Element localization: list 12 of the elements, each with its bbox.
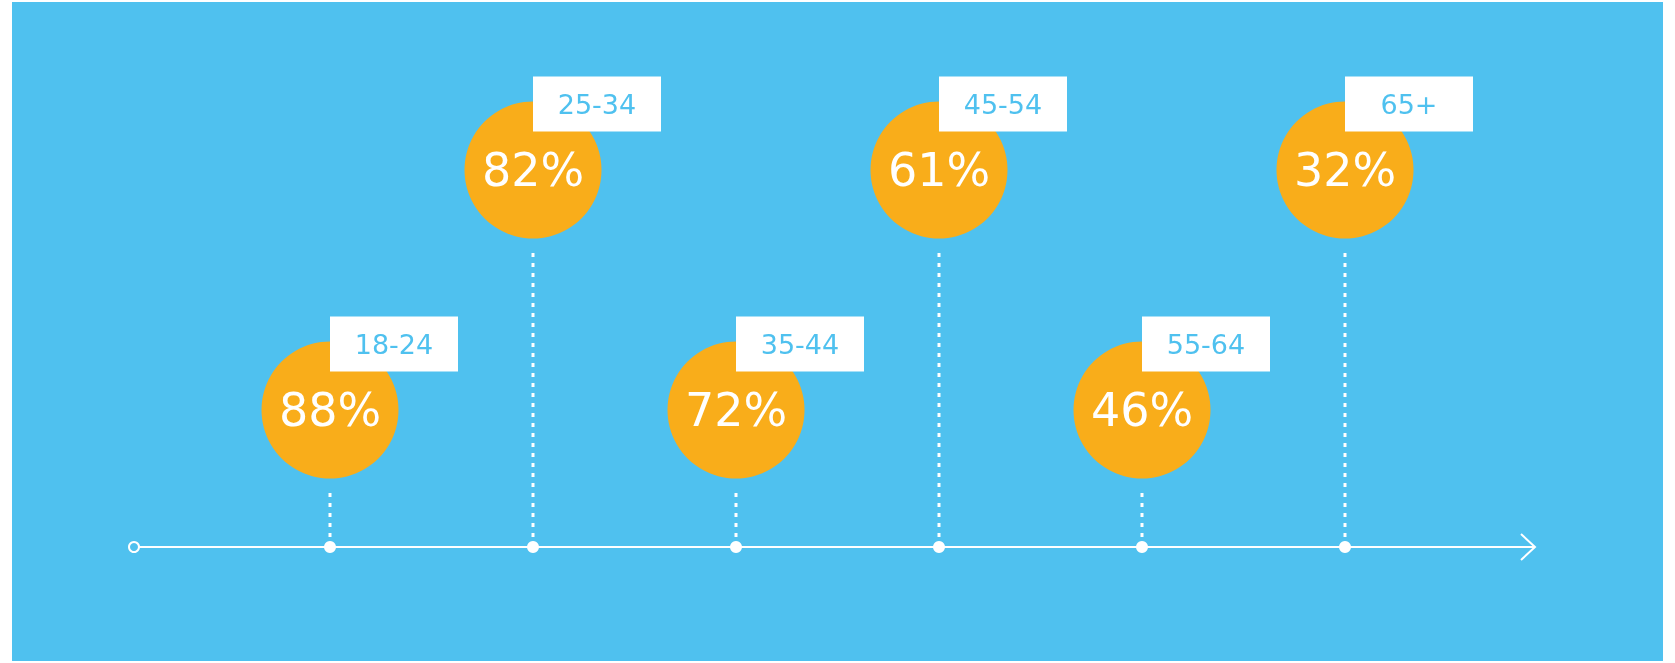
- data-label: 46%: [1090, 383, 1194, 437]
- data-label: 82%: [481, 143, 585, 197]
- category-label: 25-34: [557, 88, 637, 120]
- data-label: 61%: [887, 143, 991, 197]
- category-label: 45-54: [963, 88, 1043, 120]
- category-label: 35-44: [760, 328, 840, 360]
- category-label: 65+: [1380, 88, 1438, 120]
- data-label: 88%: [278, 383, 382, 437]
- data-label: 32%: [1293, 143, 1397, 197]
- data-label: 72%: [684, 383, 788, 437]
- category-label: 55-64: [1166, 328, 1246, 360]
- category-label: 18-24: [354, 328, 434, 360]
